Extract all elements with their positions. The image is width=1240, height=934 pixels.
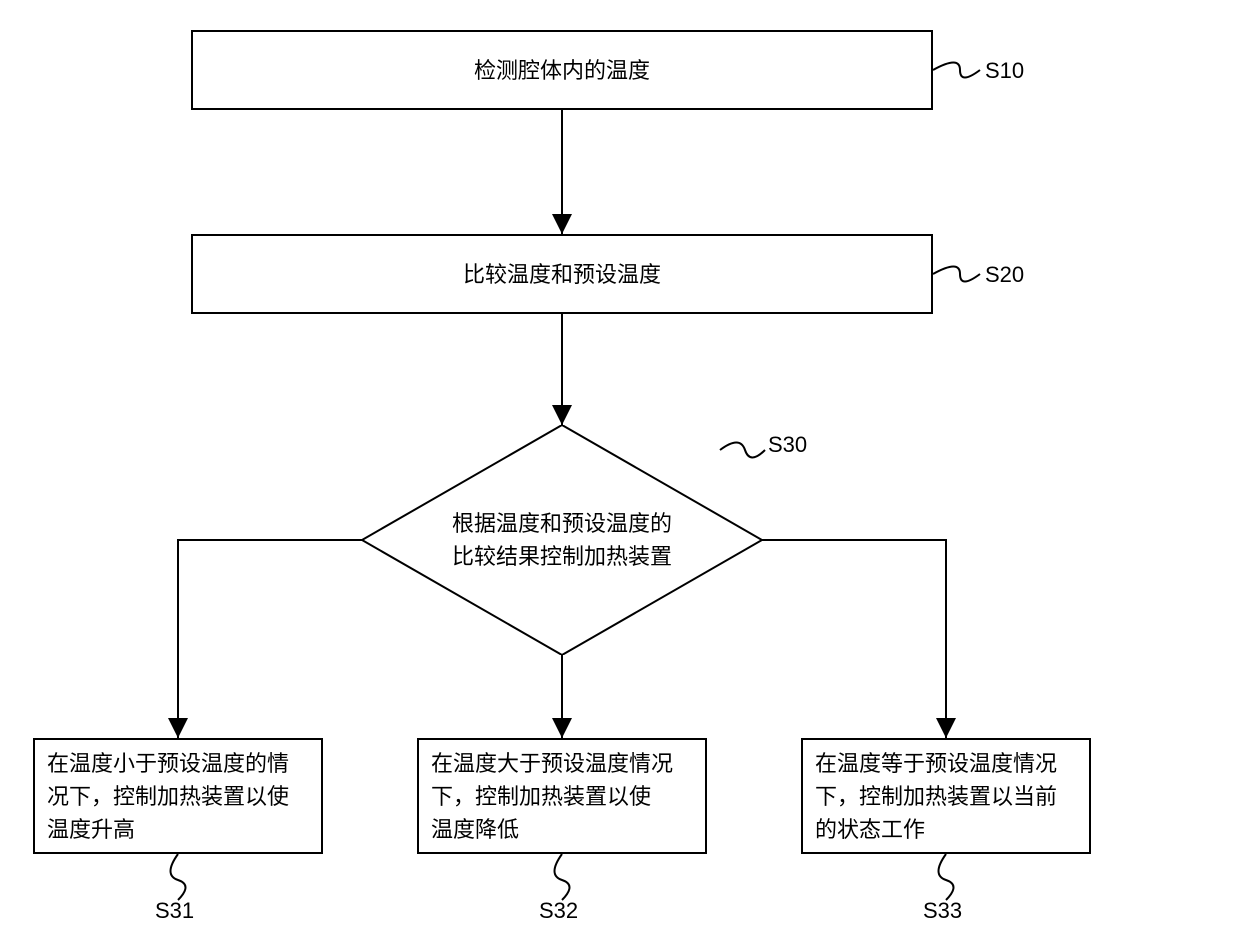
node-s31: 在温度小于预设温度的情 况下，控制加热装置以使 温度升高 (33, 738, 323, 854)
label-s10: S10 (985, 58, 1024, 84)
node-s20-text: 比较温度和预设温度 (463, 258, 661, 291)
label-s20: S20 (985, 262, 1024, 288)
node-s31-text: 在温度小于预设温度的情 况下，控制加热装置以使 温度升高 (47, 747, 289, 846)
node-s33-text: 在温度等于预设温度情况 下，控制加热装置以当前 的状态工作 (815, 747, 1057, 846)
node-s32: 在温度大于预设温度情况 下，控制加热装置以使 温度降低 (417, 738, 707, 854)
node-s20: 比较温度和预设温度 (191, 234, 933, 314)
label-s33: S33 (923, 898, 962, 924)
node-s30-text: 根据温度和预设温度的 比较结果控制加热装置 (422, 507, 702, 573)
label-s31: S31 (155, 898, 194, 924)
node-s32-text: 在温度大于预设温度情况 下，控制加热装置以使 温度降低 (431, 747, 673, 846)
node-s33: 在温度等于预设温度情况 下，控制加热装置以当前 的状态工作 (801, 738, 1091, 854)
label-s32: S32 (539, 898, 578, 924)
label-s30: S30 (768, 432, 807, 458)
node-s30: 根据温度和预设温度的 比较结果控制加热装置 (362, 425, 762, 655)
node-s10-text: 检测腔体内的温度 (474, 54, 650, 87)
node-s10: 检测腔体内的温度 (191, 30, 933, 110)
flowchart-canvas: 检测腔体内的温度 比较温度和预设温度 根据温度和预设温度的 比较结果控制加热装置… (0, 0, 1240, 934)
